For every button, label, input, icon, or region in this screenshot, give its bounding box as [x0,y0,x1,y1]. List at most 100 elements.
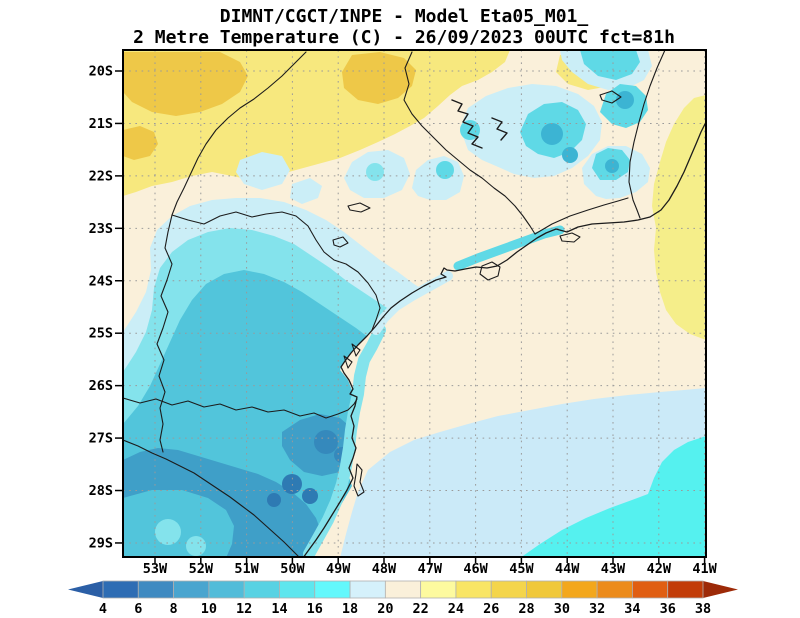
colorbar-cell [349,580,386,599]
graticule [123,50,706,557]
colorbar-tick-label: 10 [201,601,217,617]
colorbar-tick-label: 28 [518,601,534,617]
field-ne-cyan-fleck-2 [436,161,454,179]
field-coastal-paleblue-strip [371,271,453,335]
colorbar-tick-label: 8 [170,601,178,617]
lon-label: 49W [326,561,351,577]
lon-label: 48W [372,561,397,577]
lat-label: 24S [89,273,113,289]
border-pr-sc [123,397,358,419]
lon-label: 51W [234,561,259,577]
field-ocean-cyan-blob [521,436,706,557]
colorbar-tick-label: 20 [377,601,393,617]
colorbar-tick-label: 6 [134,601,142,617]
colorbar-tick-label: 26 [483,601,499,617]
colorbar-right-arrow [703,581,738,598]
lon-label: 41W [692,561,717,577]
field-ne-cyan-top [580,50,640,80]
colorbar-tick-label: 34 [624,601,640,617]
field-darkblue-spot-3 [267,493,281,507]
field-yellow-band-eastedge [652,95,706,340]
field-ne-teal-spot-2 [562,147,578,163]
colorbar-left-arrow [68,581,103,598]
colorbar-cell [208,580,245,599]
field-gold-patch-topcenter [342,52,416,104]
field-teal-blob-southwest [123,490,234,557]
colorbar-cell [279,580,316,599]
colorbar-cell [561,580,598,599]
field-ne-teal-spot-1 [541,123,563,145]
colorbar-cell [632,580,669,599]
colorbar-tick-label: 16 [307,601,323,617]
border-sc-rs [123,439,300,557]
lat-label: 29S [89,535,113,551]
colorbar-cell [384,580,422,599]
title-line-1: DIMNT/CGCT/INPE - Model Eta05_M01_ [220,6,589,27]
lat-label: 21S [89,116,113,132]
island-sao-sebastiao [479,261,501,281]
axis-labels: 53W 52W 51W 50W 49W 48W 47W 46W 45W 44W 43W 42W 41W 2… [89,64,718,578]
lon-label: 45W [509,561,534,577]
lake-squiggle-2 [491,117,508,141]
map-frame [122,49,707,558]
lon-label: 42W [647,561,672,577]
colorbar-tick-label: 36 [660,601,676,617]
field-paleblue-patch-1 [236,152,290,190]
colorbar-cell [526,580,563,599]
island-cananeia-2 [343,355,353,369]
lake-squiggle-4 [347,202,371,213]
colorbar-tick-labels: 4 6 8 10 12 14 16 18 20 22 24 26 28 30 32 34 36 38 [99,601,711,617]
lat-label: 25S [89,326,113,342]
lon-label: 53W [143,561,168,577]
field-ne-teal-spot-3 [616,91,634,109]
border-parana-river [156,51,307,453]
lat-label: 26S [89,378,113,394]
lat-label: 20S [89,64,113,80]
colorbar-tick-label: 22 [413,601,429,617]
lat-label: 27S [89,431,113,447]
field-gold-patch-westedge [123,126,158,160]
field-bluemid-spot-1 [314,430,338,454]
border-mg-es [628,50,666,219]
colorbar-tick-label: 38 [695,601,711,617]
colorbar-tick-label: 32 [589,601,605,617]
lake-squiggle-1 [451,99,483,149]
lat-label: 23S [89,221,113,237]
lon-label: 46W [463,561,488,577]
lon-label: 50W [280,561,305,577]
island-ilha-grande [559,232,581,243]
colorbar-cell [490,580,527,599]
geography-lines [123,50,706,557]
colorbar-cells [102,580,704,599]
colorbar-tick-label: 14 [271,601,287,617]
coastline [302,121,706,557]
map-canvas [123,50,706,557]
colorbar-cell [455,580,492,599]
lat-label: 28S [89,483,113,499]
colorbar-tick-label: 12 [236,601,252,617]
colorbar-cell [667,580,704,599]
field-cyan-fleck-3 [186,536,206,556]
field-cyan-fleck-2 [155,519,181,545]
lon-label: 43W [601,561,626,577]
field-ne-teal-spot-4 [605,159,619,173]
lon-label: 52W [189,561,214,577]
field-paleblue-patch-2 [290,178,322,204]
colorbar-cell [102,580,139,599]
colorbar: 4 6 8 10 12 14 16 18 20 22 24 26 28 30 32 34 36 38 [68,580,738,617]
island-florianopolis [353,463,365,497]
border-sp-pr [171,211,381,331]
lon-label: 47W [418,561,443,577]
lake-squiggle-5 [332,236,349,248]
border-sp-mg [403,51,536,235]
colorbar-tick-label: 30 [554,601,570,617]
colorbar-cell [173,580,210,599]
field-cyan-fleck-1 [366,163,384,181]
title-line-2: 2 Metre Temperature (C) - 26/09/2023 00U… [133,27,675,48]
colorbar-tick-label: 18 [342,601,358,617]
colorbar-tick-label: 24 [448,601,464,617]
colorbar-cell [137,580,174,599]
lon-label: 44W [555,561,580,577]
